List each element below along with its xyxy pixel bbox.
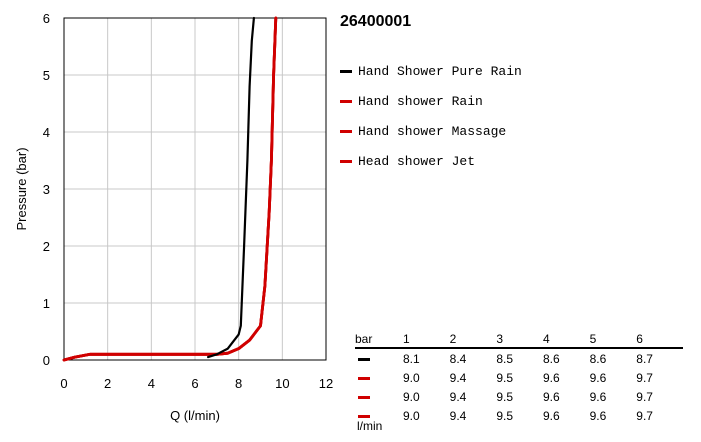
x-tick-label: 4 bbox=[148, 376, 155, 391]
table-cell: 9.6 bbox=[542, 389, 560, 404]
chart-legend: Hand Shower Pure Rain Hand shower Rain H… bbox=[340, 56, 522, 176]
chart-grid bbox=[63, 17, 327, 361]
table-cell: 9.5 bbox=[496, 408, 513, 423]
y-tick-label: 5 bbox=[43, 68, 50, 83]
table-cell: 9.6 bbox=[589, 408, 607, 423]
legend-swatch bbox=[340, 129, 352, 133]
table-unit-pressure: bar bbox=[355, 330, 403, 349]
table-cell: 9.7 bbox=[636, 389, 653, 404]
table-cell: 9.4 bbox=[449, 370, 467, 385]
legend-item: Hand shower Massage bbox=[340, 116, 522, 146]
table-unit-flow: l/min bbox=[357, 419, 383, 433]
table-cell: 9.6 bbox=[589, 370, 607, 385]
table-cell: 9.5 bbox=[496, 370, 513, 385]
table-header-cell: 3 bbox=[496, 330, 543, 349]
table-header-cell: 1 bbox=[403, 330, 450, 349]
row-swatch bbox=[358, 414, 370, 418]
y-tick-label: 2 bbox=[43, 239, 50, 254]
row-swatch bbox=[358, 376, 370, 380]
y-tick-label: 4 bbox=[43, 125, 50, 140]
x-tick-label: 8 bbox=[235, 376, 242, 391]
legend-swatch bbox=[340, 99, 352, 103]
table-cell: 9.7 bbox=[636, 370, 653, 385]
legend-item: Head shower Jet bbox=[340, 146, 522, 176]
chart-series bbox=[62, 16, 278, 362]
table-cell: 9.4 bbox=[449, 408, 467, 423]
plot-frame bbox=[63, 17, 327, 361]
table-cell: 8.5 bbox=[496, 351, 513, 366]
y-axis-label: Pressure (bar) bbox=[14, 147, 29, 230]
legend-label: Hand Shower Pure Rain bbox=[358, 63, 522, 79]
table-row: 9.0 9.4 9.5 9.6 9.6 9.7 bbox=[355, 368, 683, 387]
table-cell: 9.6 bbox=[589, 389, 607, 404]
series-line-1 bbox=[207, 16, 255, 359]
table-cell: 9.6 bbox=[542, 370, 560, 385]
x-tick-label: 10 bbox=[275, 376, 289, 391]
table-header-cell: 2 bbox=[449, 330, 497, 349]
table-header-row: bar 1 2 3 4 5 6 bbox=[355, 330, 683, 349]
table-row: 9.0 9.4 9.5 9.6 9.6 9.7 bbox=[355, 387, 683, 406]
legend-swatch bbox=[340, 159, 352, 163]
legend-item: Hand shower Rain bbox=[340, 86, 522, 116]
x-tick-label: 12 bbox=[319, 376, 333, 391]
table-cell: 9.7 bbox=[636, 408, 653, 423]
model-number: 26400001 bbox=[340, 13, 412, 30]
table-row: 9.0 9.4 9.5 9.6 9.6 9.7 bbox=[355, 406, 683, 425]
table-cell: 9.0 bbox=[403, 408, 420, 423]
table-header-cell: 6 bbox=[636, 330, 683, 349]
x-tick-label: 6 bbox=[191, 376, 198, 391]
table-cell: 8.6 bbox=[589, 351, 607, 366]
row-swatch bbox=[358, 357, 370, 361]
x-tick-label: 0 bbox=[60, 376, 67, 391]
y-tick-label: 6 bbox=[43, 11, 50, 26]
table-cell: 8.1 bbox=[403, 351, 420, 366]
table-row: 8.1 8.4 8.5 8.6 8.6 8.7 bbox=[355, 348, 683, 368]
table-cell: 8.4 bbox=[449, 351, 467, 366]
legend-label: Head shower Jet bbox=[358, 153, 476, 169]
legend-item: Hand Shower Pure Rain bbox=[340, 56, 522, 86]
y-tick-label: 0 bbox=[43, 353, 50, 368]
y-tick-label: 3 bbox=[43, 182, 50, 197]
legend-swatch bbox=[340, 69, 352, 73]
table-header-cell: 4 bbox=[542, 330, 590, 349]
legend-label: Hand shower Rain bbox=[358, 93, 483, 109]
x-tick-label: 2 bbox=[104, 376, 111, 391]
table-cell: 8.6 bbox=[542, 351, 560, 366]
x-axis-label: Q (l/min) bbox=[170, 408, 220, 423]
table-cell: 9.5 bbox=[496, 389, 513, 404]
table-header-cell: 5 bbox=[589, 330, 637, 349]
table-cell: 9.6 bbox=[542, 408, 560, 423]
table-cell: 9.0 bbox=[403, 370, 420, 385]
table-cell: 9.0 bbox=[403, 389, 420, 404]
row-swatch bbox=[358, 395, 370, 399]
legend-label: Hand shower Massage bbox=[358, 123, 507, 139]
table-cell: 8.7 bbox=[636, 351, 653, 366]
y-tick-label: 1 bbox=[43, 296, 50, 311]
flow-rate-table: bar 1 2 3 4 5 6 8.1 8.4 8.5 8.6 8.6 8.7 … bbox=[355, 330, 683, 425]
series-line-4 bbox=[62, 16, 278, 362]
table-cell: 9.4 bbox=[449, 389, 467, 404]
